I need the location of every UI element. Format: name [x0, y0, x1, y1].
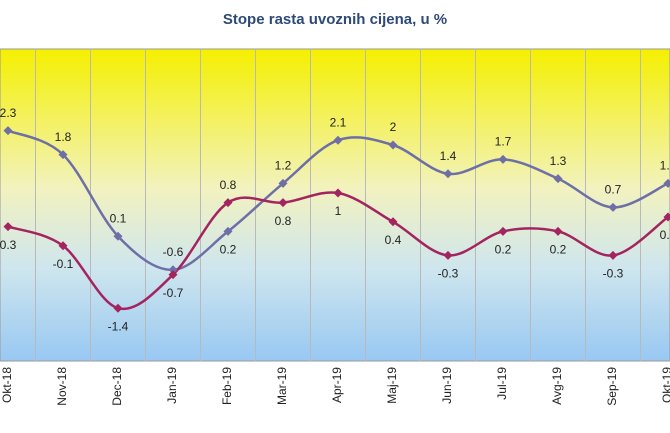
x-tick-label: Jun-19: [440, 367, 454, 404]
data-point: [663, 212, 670, 222]
data-point: [58, 150, 68, 160]
data-point: [278, 198, 288, 208]
data-point: [223, 226, 233, 236]
data-point: [608, 202, 618, 212]
data-point: [553, 174, 563, 184]
chart-title: Stope rasta uvoznih cijena, u %: [223, 11, 447, 28]
data-point: [113, 231, 123, 241]
data-point: [443, 250, 453, 260]
data-point: [388, 140, 398, 150]
data-label: 0.3: [0, 238, 17, 252]
data-label: 1.3: [550, 154, 567, 168]
data-label: 0.2: [495, 243, 512, 257]
data-point: [168, 265, 178, 275]
data-label: 1.2: [275, 159, 292, 173]
data-label: 1.8: [55, 130, 72, 144]
data-point: [278, 178, 288, 188]
x-tick-label: Apr-19: [330, 367, 344, 403]
data-point: [443, 169, 453, 179]
data-point: [3, 222, 13, 232]
data-point: [3, 126, 13, 136]
data-label: 1.2: [660, 159, 670, 173]
data-point: [388, 217, 398, 227]
data-point: [663, 178, 670, 188]
x-tick-label: Feb-19: [220, 367, 234, 405]
data-label: 1.7: [495, 135, 512, 149]
data-label: 2.1: [330, 115, 347, 129]
data-label: -0.7: [163, 286, 184, 300]
data-label: 0.4: [385, 233, 402, 247]
x-tick-label: Nov-18: [55, 367, 69, 406]
data-point: [113, 303, 123, 313]
x-tick-label: Jul-19: [495, 367, 509, 400]
data-label: -0.3: [603, 267, 624, 281]
x-tick-label: Okt-19: [660, 367, 670, 403]
x-tick-label: Dec-18: [110, 367, 124, 406]
data-label: -0.6: [163, 245, 184, 259]
data-label: 1: [335, 204, 342, 218]
data-point: [333, 135, 343, 145]
data-point: [58, 241, 68, 251]
data-point: [223, 198, 233, 208]
data-label: 0.7: [605, 183, 622, 197]
data-label: -0.3: [438, 267, 459, 281]
data-label: 0.2: [550, 243, 567, 257]
data-point: [608, 250, 618, 260]
data-label: 2.3: [0, 106, 17, 120]
x-tick-label: Avg-19: [550, 367, 564, 405]
data-point: [498, 226, 508, 236]
data-point: [498, 154, 508, 164]
data-label: 1.4: [440, 149, 457, 163]
data-label: 0.2: [220, 243, 237, 257]
data-point: [168, 270, 178, 280]
x-tick-label: Maj-19: [385, 367, 399, 404]
data-point: [553, 226, 563, 236]
data-label: 0.5: [660, 228, 670, 242]
x-tick-label: Jan-19: [165, 367, 179, 404]
plot-area: [0, 48, 670, 362]
x-tick-label: Mar-19: [275, 367, 289, 405]
x-tick-label: Sep-19: [605, 367, 619, 406]
data-label: 0.8: [220, 178, 237, 192]
data-label: -1.4: [108, 319, 129, 333]
data-label: 0.8: [275, 214, 292, 228]
data-point: [333, 188, 343, 198]
data-label: -0.1: [53, 257, 74, 271]
data-label: 0.1: [110, 211, 127, 225]
data-label: 2: [390, 120, 397, 134]
x-tick-label: Okt-18: [0, 367, 14, 403]
